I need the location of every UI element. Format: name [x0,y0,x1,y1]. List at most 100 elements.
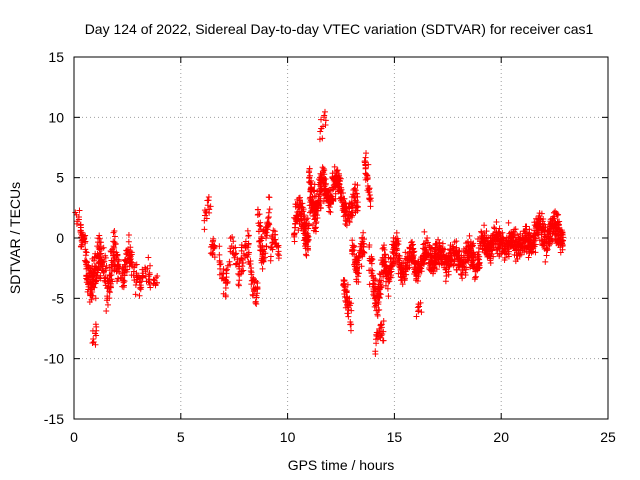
data-point [101,277,108,284]
data-point [126,249,133,256]
x-tick-label: 10 [280,429,296,445]
data-point [291,214,298,221]
data-point [398,274,405,281]
data-point [76,207,83,214]
data-point [499,229,506,236]
y-axis-label: SDTVAR / TECUs [7,182,23,294]
y-tick-label: -5 [52,290,65,306]
data-point [83,249,90,256]
data-point [361,250,368,257]
data-point [411,270,418,277]
data-point [92,272,99,279]
data-point [101,258,108,265]
data-point [259,242,266,249]
data-point [445,256,452,263]
data-point [343,211,350,218]
data-point [223,266,230,273]
data-point [483,246,490,253]
data-point [308,198,315,205]
data-point [394,256,401,263]
data-point [235,281,242,288]
data-point [111,233,118,240]
data-point [379,260,386,267]
data-point [306,178,313,185]
data-point [207,203,214,210]
data-point [457,258,464,265]
data-point [117,274,124,281]
data-point [235,282,242,289]
data-point [381,242,388,249]
data-point [458,272,465,279]
data-point [352,256,359,263]
data-point [235,263,242,270]
data-point [115,258,122,265]
data-point [120,278,127,285]
data-point [112,240,119,247]
data-points [72,108,567,357]
data-point [254,285,261,292]
data-point [377,321,384,328]
data-point [342,284,349,291]
data-point [114,262,121,269]
data-point [292,201,299,208]
data-point [442,278,449,285]
data-point [262,230,269,237]
data-point [404,255,411,262]
data-point [103,297,110,304]
data-point [352,181,359,188]
data-point [375,291,382,298]
data-point [257,223,264,230]
data-point [120,282,127,289]
data-point [318,116,325,123]
x-axis-label: GPS time / hours [288,457,395,473]
data-point [84,265,91,272]
data-point [453,252,460,259]
data-point [363,171,369,178]
data-point [326,208,333,215]
data-point [371,284,378,291]
data-point [240,250,247,257]
data-point [108,263,115,270]
data-point [512,243,519,250]
data-point [393,229,400,236]
data-point [476,253,483,260]
data-point [379,245,386,252]
data-point [226,261,233,268]
data-point [147,284,154,291]
data-point [257,247,264,254]
data-point [307,179,314,186]
data-point [111,227,118,234]
data-point [305,236,312,243]
data-point [478,228,485,235]
data-point [236,259,243,266]
data-point [327,200,334,207]
data-point [478,234,485,241]
data-point [91,284,98,291]
data-point [142,264,149,271]
data-point [253,300,260,307]
data-point [374,335,381,342]
data-point [418,254,425,261]
data-point [427,267,434,274]
data-point [520,228,527,235]
y-tick-label: 15 [48,49,64,65]
data-point [210,235,217,242]
data-point [412,277,419,284]
data-point [92,341,99,348]
data-point [424,239,431,246]
data-point [505,219,512,226]
data-point [97,254,104,261]
data-point [439,246,446,253]
data-point [94,269,101,276]
data-point [318,177,325,184]
data-point [519,241,526,248]
data-point [501,256,508,263]
data-point [131,264,138,271]
data-point [151,277,158,284]
data-point [413,313,420,320]
data-point [376,295,383,302]
data-point [373,340,380,347]
data-point [86,269,93,276]
data-point [315,201,322,208]
data-point [306,168,313,175]
